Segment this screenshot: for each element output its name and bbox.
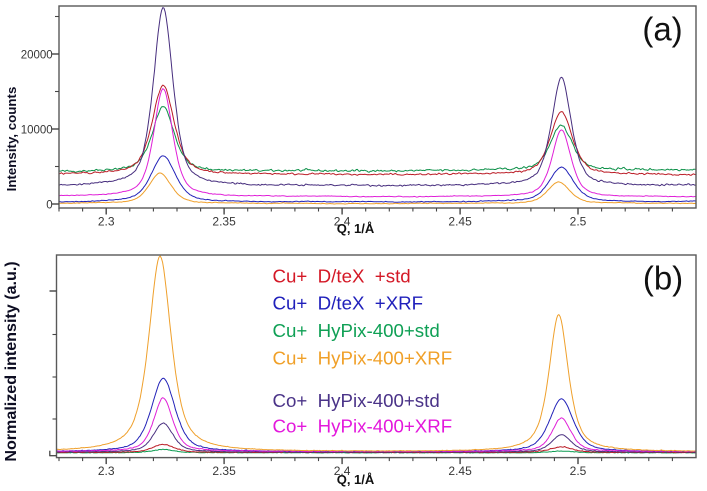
- svg-text:2.45: 2.45: [448, 215, 472, 229]
- svg-text:Cu+ D/teX +std: Cu+ D/teX +std: [273, 265, 411, 286]
- svg-text:Normalized intensity (a.u.): Normalized intensity (a.u.): [2, 261, 20, 461]
- svg-text:2.4: 2.4: [334, 215, 351, 229]
- svg-text:2.3: 2.3: [98, 215, 115, 229]
- svg-text:Co+ HyPix-400+std: Co+ HyPix-400+std: [273, 390, 440, 411]
- svg-text:2.5: 2.5: [570, 215, 587, 229]
- svg-text:2.5: 2.5: [570, 464, 587, 478]
- svg-text:2.35: 2.35: [212, 215, 236, 229]
- svg-text:0: 0: [46, 200, 52, 212]
- svg-text:20000: 20000: [21, 50, 53, 62]
- svg-text:(a): (a): [642, 11, 682, 48]
- svg-text:Intensity, counts: Intensity, counts: [4, 87, 19, 192]
- svg-text:Cu+ HyPix-400+XRF: Cu+ HyPix-400+XRF: [273, 347, 453, 368]
- svg-text:Q, 1/Å: Q, 1/Å: [337, 472, 375, 487]
- svg-text:2.4: 2.4: [334, 464, 351, 478]
- svg-text:2.45: 2.45: [448, 464, 472, 478]
- svg-text:2.3: 2.3: [98, 464, 115, 478]
- svg-text:(b): (b): [643, 260, 683, 297]
- svg-text:2.35: 2.35: [212, 464, 236, 478]
- svg-text:10000: 10000: [21, 125, 53, 137]
- svg-text:Cu+ HyPix-400+std: Cu+ HyPix-400+std: [273, 320, 440, 341]
- svg-text:Q, 1/Å: Q, 1/Å: [337, 221, 375, 236]
- svg-text:Co+ HyPix-400+XRF: Co+ HyPix-400+XRF: [273, 416, 453, 437]
- svg-text:Cu+ D/teX +XRF: Cu+ D/teX +XRF: [273, 293, 424, 314]
